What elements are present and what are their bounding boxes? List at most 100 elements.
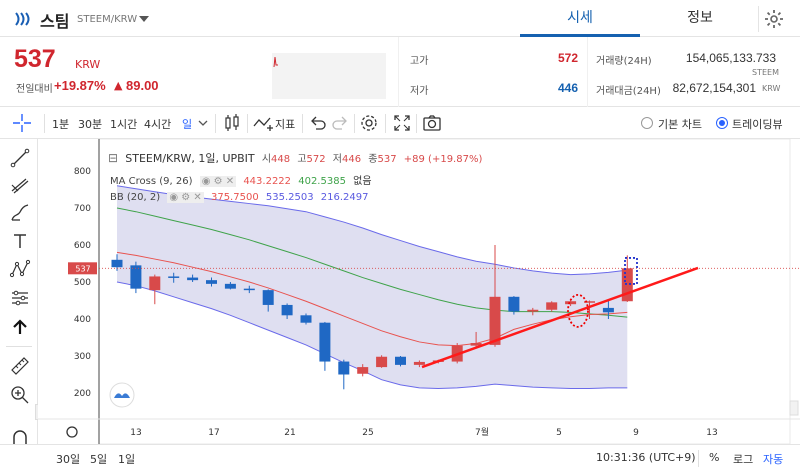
y-tick-label: 800 — [74, 167, 91, 177]
price-summary: 537 KRW 전일대비 +19.87% ▲ 89.00 고가 572 저가 4… — [0, 37, 800, 107]
candle-body — [508, 296, 520, 312]
timeframe-1h[interactable]: 1시간 — [110, 118, 138, 131]
x-tick-label: 21 — [284, 428, 295, 438]
chart-area[interactable]: 200 300 400 500 600 700 800 537 13 17 21 25 7월 5 9 13 ⊟… — [38, 139, 800, 472]
prediction-tool-icon[interactable] — [9, 287, 31, 309]
chart-bottom-bar: 30일 5일 1일 10:31:36 (UTC+9) % 로그 자동 — [0, 444, 800, 472]
open-label: 시 — [261, 154, 272, 165]
low-value: 446 — [342, 154, 362, 165]
fib-tool-icon[interactable] — [9, 174, 31, 196]
divider — [247, 114, 248, 133]
x-tick-label: 13 — [706, 428, 717, 438]
tab-quote[interactable]: 시세 — [520, 0, 640, 37]
trade-amount-value: 82,672,154,301 — [672, 81, 756, 95]
divider — [698, 450, 699, 467]
bollinger-lower-line — [116, 281, 628, 390]
last-price-label: 537 — [75, 264, 90, 273]
basic-chart-radio[interactable] — [641, 117, 653, 129]
tradingview-radio[interactable] — [716, 117, 728, 129]
camera-icon[interactable] — [421, 112, 443, 134]
candle-body — [584, 301, 595, 303]
chevron-down-icon[interactable] — [197, 117, 209, 129]
candle-body — [187, 277, 199, 281]
range-5d[interactable]: 5일 — [90, 453, 108, 466]
indicator-icon[interactable] — [252, 112, 274, 134]
coin-pair[interactable]: STEEM/KRW — [77, 14, 138, 25]
auto-scale-button[interactable]: 자동 — [763, 453, 784, 466]
log-button[interactable]: 로그 — [733, 453, 754, 466]
candle-body — [224, 283, 236, 289]
symbol-legend: ⊟ STEEM/KRW, 1일, UPBIT 시448 고572 저446 종5… — [108, 150, 486, 166]
brush-tool-icon[interactable] — [9, 202, 31, 224]
ruler-icon[interactable] — [9, 355, 31, 377]
candle-body — [413, 361, 425, 365]
y-tick-label: 600 — [74, 241, 91, 251]
arrow-up-icon[interactable] — [9, 316, 31, 338]
candle-body — [470, 343, 482, 346]
settings-icon[interactable] — [358, 112, 380, 134]
timeframe-1m[interactable]: 1분 — [52, 118, 70, 131]
clock[interactable]: 10:31:36 (UTC+9) — [596, 451, 696, 464]
annotation-box — [624, 257, 638, 285]
timeframe-4h[interactable]: 4시간 — [144, 118, 172, 131]
range-30d[interactable]: 30일 — [56, 453, 81, 466]
text-tool-icon[interactable] — [9, 230, 31, 252]
low-label: 저 — [332, 154, 342, 165]
legend-controls-icon[interactable]: ◉ ⚙ ✕ — [199, 176, 237, 187]
price-unit: KRW — [75, 58, 101, 71]
divider — [385, 114, 386, 133]
symbol-line: STEEM/KRW, 1일, UPBIT — [125, 152, 255, 165]
volume-value: 154,065,133.733 — [685, 51, 776, 65]
percent-button[interactable]: % — [709, 451, 720, 464]
candlestick-chart[interactable]: 200 300 400 500 600 700 800 537 13 17 21 25 7월 5 9 13 — [38, 139, 800, 444]
candle-style-icon[interactable] — [221, 112, 243, 134]
range-1d[interactable]: 1일 — [118, 453, 136, 466]
basic-chart-label[interactable]: 기본 차트 — [658, 118, 702, 131]
bb-label: BB (20, 2) — [110, 192, 161, 203]
bb-lower-value: 216.2497 — [320, 192, 369, 203]
candle-body — [546, 302, 558, 310]
tab-info[interactable]: 정보 — [687, 10, 713, 26]
coin-name[interactable]: 스팀 — [40, 12, 70, 31]
prev-day-label: 전일대비 — [16, 84, 53, 95]
timeframe-30m[interactable]: 30분 — [78, 118, 103, 131]
divider — [6, 346, 32, 347]
high-value: 572 — [557, 51, 578, 65]
high-value: 572 — [306, 154, 326, 165]
candle-body — [357, 367, 369, 374]
crosshair-tool-icon[interactable] — [9, 117, 31, 139]
ma-fast-value: 443.2222 — [243, 176, 292, 187]
collapse-legend-icon[interactable]: ⊟ — [108, 151, 119, 165]
low-value: 446 — [557, 81, 578, 95]
chevron-down-icon[interactable] — [139, 16, 149, 22]
ma-legend: MA Cross (9, 26) ◉ ⚙ ✕ 443.2222 402.5385… — [110, 172, 376, 187]
divider — [215, 114, 216, 133]
pattern-tool-icon[interactable] — [9, 258, 31, 280]
undo-icon[interactable] — [307, 112, 329, 134]
candle-body — [338, 361, 350, 375]
y-tick-label: 400 — [74, 315, 91, 325]
zoom-in-icon[interactable] — [9, 384, 31, 406]
x-tick-label: 9 — [633, 428, 639, 438]
tradingview-label[interactable]: 트레이딩뷰 — [732, 118, 783, 131]
x-tick-label: 5 — [556, 428, 562, 438]
fullscreen-icon[interactable] — [391, 112, 413, 134]
timeframe-1d[interactable]: 일 — [182, 118, 193, 131]
redo-icon[interactable] — [329, 112, 351, 134]
candle-body — [395, 356, 406, 365]
ma-slow-line — [116, 207, 628, 318]
gear-icon[interactable] — [762, 7, 786, 31]
legend-controls-icon[interactable]: ◉ ⚙ ✕ — [167, 192, 204, 203]
open-value: 448 — [271, 154, 291, 165]
candle-body — [111, 259, 123, 268]
low-label: 저가 — [410, 86, 429, 97]
divider — [354, 114, 355, 133]
divider — [44, 114, 45, 133]
y-tick-label: 700 — [74, 204, 91, 214]
indicator-label[interactable]: 지표 — [275, 118, 296, 131]
x-tick-label: 7월 — [475, 426, 489, 438]
trend-line-tool-icon[interactable] — [9, 147, 31, 169]
candle-body — [130, 265, 142, 289]
trade-amount-label: 거래대금(24H) — [596, 86, 661, 97]
crosshair-icon[interactable] — [11, 112, 33, 134]
